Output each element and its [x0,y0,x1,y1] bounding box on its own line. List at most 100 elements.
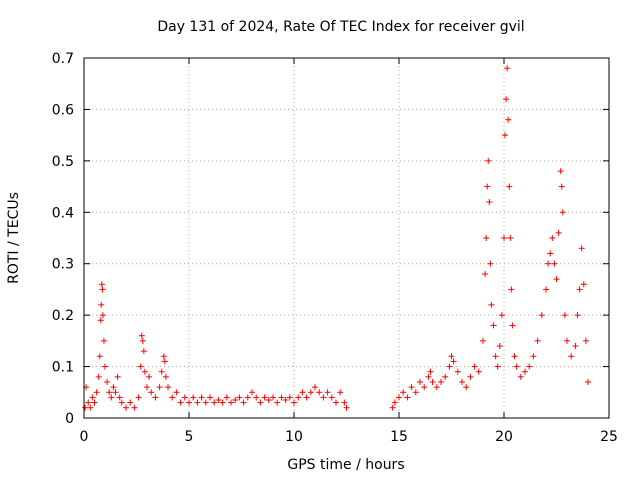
data-point [438,379,444,385]
data-point [433,384,440,391]
data-point [316,389,323,396]
data-point [543,286,549,293]
data-point [162,373,169,380]
y-axis-label: ROTI / TECUs [6,192,22,284]
data-point [534,337,541,344]
data-point [400,389,407,396]
data-point [463,384,470,391]
data-point [582,337,589,344]
x-tick-label: 25 [600,429,618,445]
data-point [169,394,176,401]
data-point [429,379,436,385]
data-point [498,312,505,319]
data-point [291,399,297,406]
data-point [82,404,89,411]
data-point [177,399,184,406]
data-point [114,373,121,380]
data-point [211,399,218,406]
data-point [123,404,129,411]
data-point [485,157,492,164]
data-point [333,399,339,406]
data-point [427,368,434,375]
data-point [487,260,494,267]
data-point [236,394,243,401]
data-point [483,235,490,241]
data-point [202,399,209,406]
data-point [181,394,188,401]
x-tick-label: 0 [80,429,89,445]
data-point [295,394,302,401]
data-point [404,394,411,401]
data-point [219,399,226,406]
data-point [343,404,350,411]
x-axis-ticks: 0 5 10 15 20 25 [80,58,618,445]
data-point [503,96,510,103]
data-point [490,322,497,329]
data-point [545,260,552,267]
data-point [580,281,587,288]
data-point [505,116,512,123]
data-point [110,384,117,391]
x-axis-label: GPS time / hours [287,457,404,473]
data-point [99,312,106,319]
data-point [324,389,331,396]
data-point [89,394,96,401]
plot-frame [83,57,610,419]
data-point [161,358,168,365]
data-point [585,379,591,385]
data-point [156,384,163,391]
x-tick-label: 5 [185,429,194,445]
data-point [127,399,134,406]
data-point [558,183,565,190]
data-point [87,404,94,411]
data-point [506,183,513,190]
data-point [507,235,514,241]
data-point [564,337,570,344]
data-point [421,384,428,391]
data-point [190,394,197,401]
data-point [152,394,159,401]
data-point [104,379,111,385]
data-point [96,353,103,360]
data-point [138,332,145,339]
data-point [530,353,537,360]
data-point [137,363,144,370]
data-point [270,394,276,401]
data-point [551,260,558,267]
data-point [257,399,264,406]
data-point [341,399,348,406]
data-point [412,389,419,396]
data-point [555,229,562,236]
data-point [408,384,415,391]
data-point [482,271,489,277]
data-point [417,379,423,385]
data-point [146,373,153,380]
data-point [148,389,155,396]
chart-title: Day 131 of 2024, Rate Of TEC Index for r… [157,19,524,35]
data-point [282,397,289,403]
x-tick-label: 20 [495,429,513,445]
data-point [480,337,486,344]
data-point [240,399,247,406]
data-point [265,397,272,403]
data-point [522,368,528,375]
data-point [194,399,201,406]
data-point [144,384,150,391]
data-point [232,397,239,403]
data-point [442,373,449,380]
data-point [223,394,230,401]
data-point [391,399,398,406]
data-point [312,384,318,391]
data-point [91,399,98,406]
x-tick-label: 10 [285,429,303,445]
data-point [574,312,581,319]
grid-layer [84,58,609,418]
data-point [198,394,205,401]
y-tick-label: 0.2 [52,308,74,324]
data-point [93,389,100,396]
data-point [303,394,310,401]
data-point [538,312,545,319]
data-point [547,250,554,257]
data-point [576,286,583,293]
data-point [475,368,482,375]
